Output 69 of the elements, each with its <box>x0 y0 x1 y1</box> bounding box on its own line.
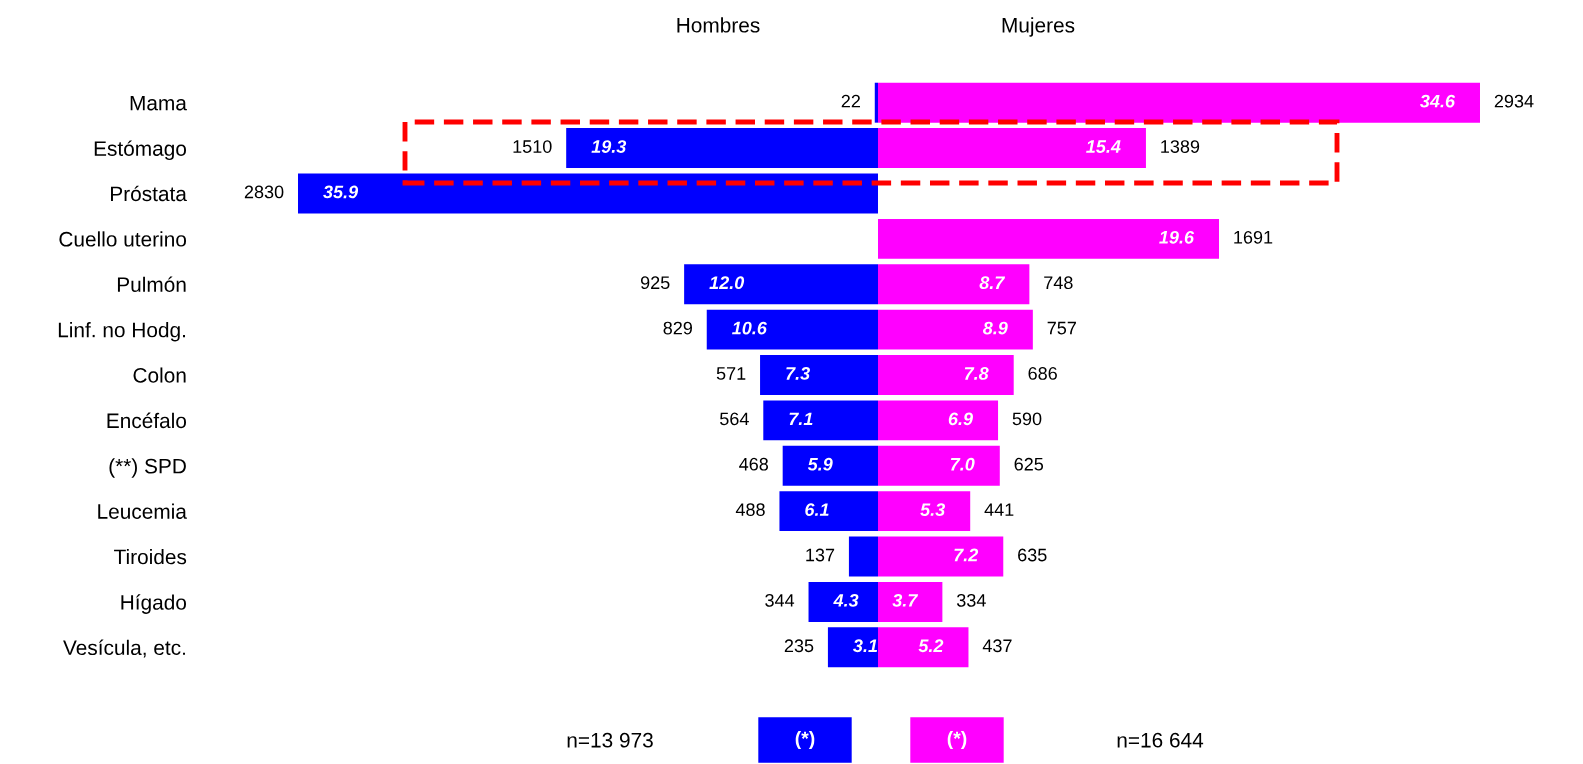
data-label: 7.3 <box>786 367 810 380</box>
data-label: 5.2 <box>918 639 944 653</box>
data-label: 4.3 <box>833 593 859 607</box>
data-label: 7.2 <box>954 548 979 562</box>
y-tick-label: Pulmón <box>117 276 186 292</box>
data-label: 3.1 <box>853 639 878 653</box>
annotation: 635 <box>1018 548 1047 562</box>
data-label: 15.4 <box>1086 140 1121 153</box>
bar <box>874 82 878 123</box>
annotation: 748 <box>1044 276 1073 290</box>
y-tick-label: Tiroides <box>114 548 187 565</box>
chart-title: Mujeres <box>1002 17 1075 37</box>
annotation: 468 <box>739 457 769 471</box>
annotation: 441 <box>984 503 1014 516</box>
y-tick-label: Encéfalo <box>107 412 187 429</box>
bar <box>848 536 878 577</box>
annotation: 590 <box>1012 412 1042 426</box>
annotation: 625 <box>1014 457 1044 471</box>
data-label: 7.1 <box>789 412 813 426</box>
y-tick-label: Vesícula, etc. <box>63 639 185 658</box>
annotation: 334 <box>956 593 986 607</box>
y-tick-label: Colon <box>133 367 186 383</box>
bar <box>878 218 1220 259</box>
data-label: 5.3 <box>920 503 946 516</box>
annotation: 757 <box>1047 321 1076 335</box>
text: (*) <box>947 730 967 750</box>
annotation: 564 <box>720 412 749 426</box>
data-label: 7.0 <box>950 457 975 471</box>
data-label: 8.9 <box>982 321 1008 335</box>
annotation: 925 <box>640 276 670 290</box>
data-label: 35.9 <box>323 185 359 199</box>
annotation: 1510 <box>513 140 552 153</box>
annotation: 22 <box>841 94 860 108</box>
data-label: 19.6 <box>1159 230 1195 244</box>
annotation: 686 <box>1028 367 1057 380</box>
data-label: 10.6 <box>732 321 767 335</box>
data-label: 34.6 <box>1420 94 1456 108</box>
y-tick-label: (**) SPD <box>109 458 186 478</box>
annotation: 344 <box>765 593 795 607</box>
annotation: 437 <box>982 639 1012 653</box>
y-tick-label: Linf. no Hodg. <box>58 322 185 342</box>
text: (*) <box>795 730 815 750</box>
y-tick-label: Estómago <box>94 140 187 161</box>
annotation: 2830 <box>244 185 284 199</box>
data-label: 19.3 <box>591 140 627 153</box>
bar <box>298 173 878 214</box>
annotation: 829 <box>663 321 692 335</box>
chart-title: Hombres <box>677 17 760 33</box>
annotation: 235 <box>784 639 814 653</box>
annotation: 137 <box>806 548 835 562</box>
text: n=13 973 <box>567 732 653 748</box>
data-label: 8.7 <box>979 276 1006 290</box>
data-label: 7.8 <box>964 367 989 380</box>
data-label: 3.7 <box>892 593 919 607</box>
annotation: 488 <box>735 503 765 516</box>
y-tick-label: Mama <box>130 95 187 111</box>
y-tick-label: Hígado <box>121 594 187 614</box>
y-tick-label: Leucemia <box>98 503 187 519</box>
y-tick-label: Cuello uterino <box>59 231 187 247</box>
annotation: 571 <box>716 367 746 380</box>
data-label: 6.9 <box>948 412 973 426</box>
data-label: 6.1 <box>805 503 829 516</box>
text: n=16 644 <box>1117 732 1204 748</box>
data-label: 5.9 <box>807 457 833 471</box>
annotation: 1389 <box>1161 140 1200 153</box>
annotation: 1691 <box>1234 230 1273 244</box>
annotation: 2934 <box>1494 94 1534 108</box>
y-tick-label: Próstata <box>111 185 187 202</box>
data-label: 12.0 <box>709 276 745 290</box>
